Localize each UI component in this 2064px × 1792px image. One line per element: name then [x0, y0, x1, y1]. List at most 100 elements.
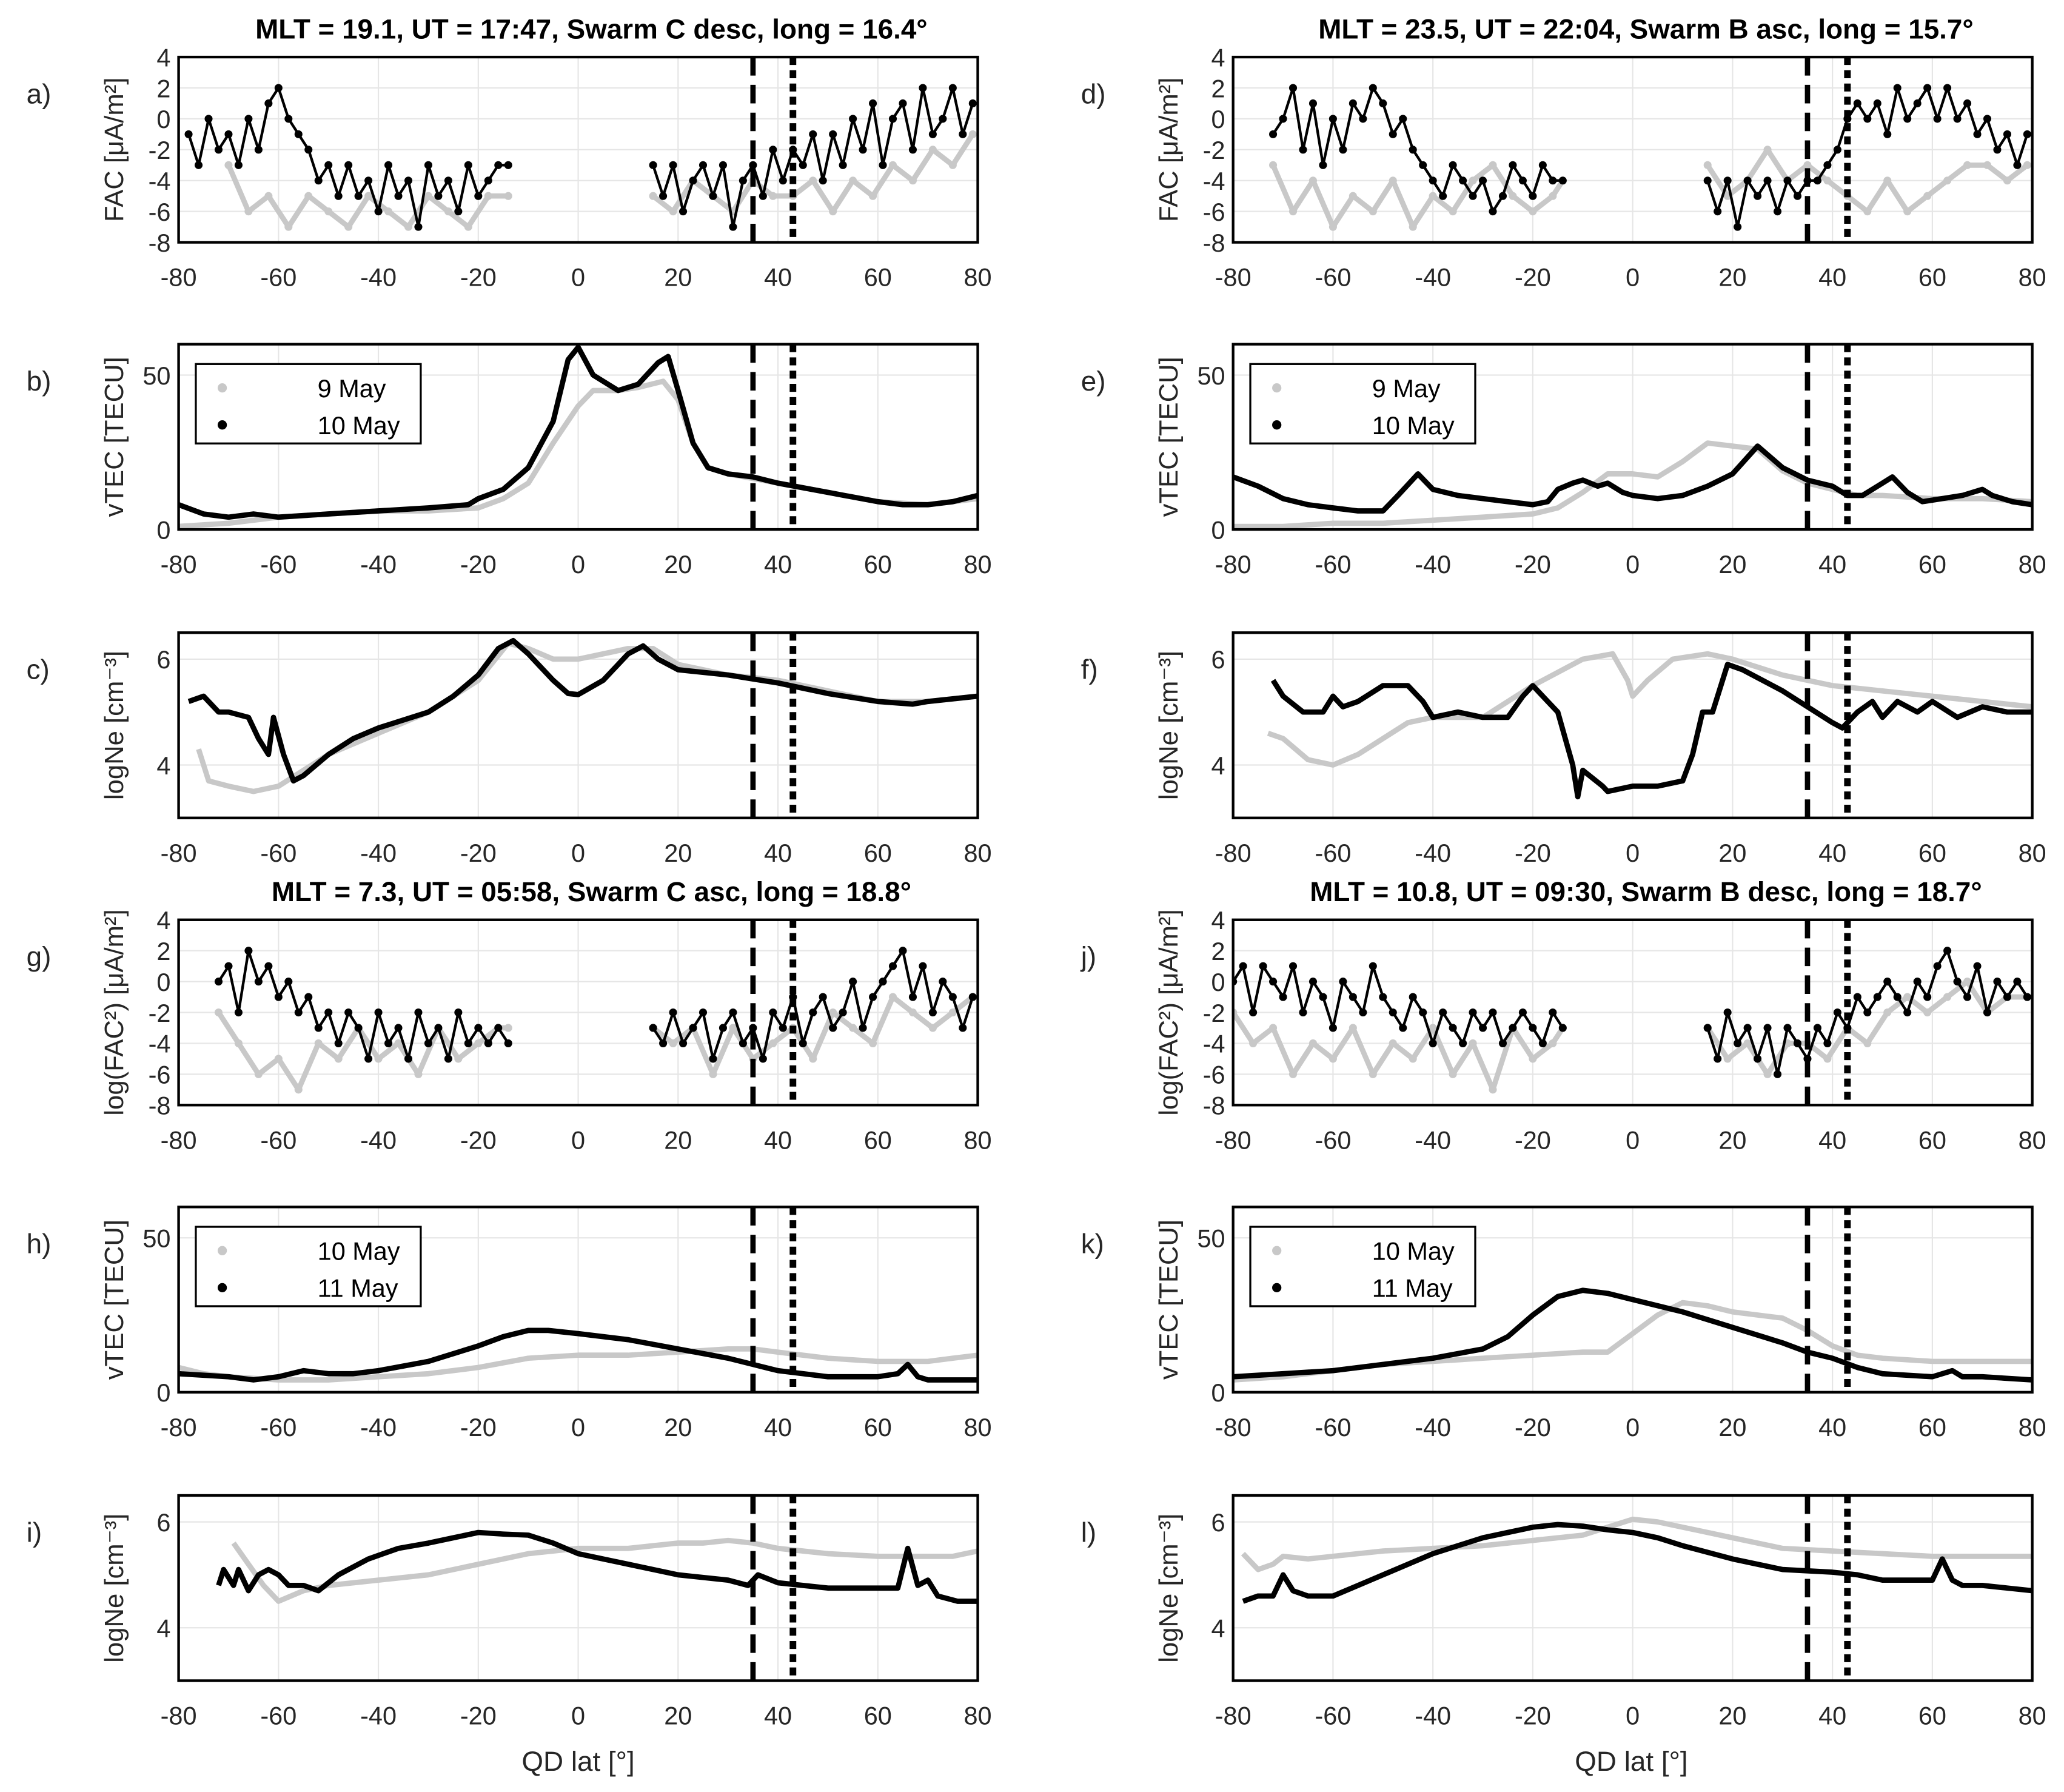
data-point: [1288, 207, 1298, 216]
data-point: [869, 192, 877, 200]
axes-frame: [177, 343, 979, 531]
data-point: [204, 115, 213, 123]
x-tick-label: -20: [1515, 550, 1551, 579]
data-point: [1773, 1070, 1782, 1078]
data-point: [1399, 115, 1407, 123]
y-axis-label: logNe [cm⁻³]: [99, 1514, 129, 1663]
data-point: [274, 993, 283, 1001]
y-tick-label: 2: [1211, 937, 1225, 965]
data-point: [1449, 207, 1457, 216]
data-point: [669, 1039, 677, 1047]
data-point: [1973, 130, 1982, 138]
x-tick-label: -80: [161, 1413, 197, 1441]
data-point: [1349, 1024, 1357, 1032]
y-tick-label: 4: [1211, 906, 1225, 935]
data-point: [1349, 993, 1357, 1001]
y-tick-label: 4: [156, 1614, 170, 1642]
data-point: [414, 1070, 423, 1078]
data-point: [689, 176, 697, 185]
series-line-1: [1242, 1522, 2032, 1604]
data-point: [1409, 223, 1417, 231]
data-point: [424, 192, 432, 200]
data-point: [1923, 1008, 1932, 1017]
x-tick-label: 0: [1626, 263, 1640, 292]
panel-label: j): [1080, 941, 1096, 972]
data-point: [394, 1039, 403, 1047]
y-tick-label: 0: [1211, 968, 1225, 996]
data-point: [1409, 993, 1417, 1001]
data-point: [1923, 993, 1932, 1001]
data-point: [709, 192, 717, 200]
axes-frame: [177, 918, 979, 1107]
panel-label: e): [1081, 366, 1106, 397]
x-tick-label: 20: [664, 1126, 692, 1154]
data-point: [799, 1039, 807, 1047]
data-point: [799, 161, 807, 169]
y-tick-label: 2: [156, 937, 170, 965]
data-point: [1369, 84, 1377, 92]
x-tick-label: -80: [1215, 263, 1251, 292]
data-point: [304, 192, 313, 200]
data-point: [344, 1008, 353, 1017]
data-point: [709, 1055, 717, 1063]
y-tick-label: 50: [1197, 361, 1225, 390]
data-point: [1703, 1024, 1712, 1032]
data-point: [2013, 161, 2022, 169]
data-point: [968, 99, 977, 107]
x-tick-label: 60: [864, 1126, 892, 1154]
data-point: [1883, 130, 1892, 138]
data-point: [1339, 146, 1347, 154]
data-point: [1993, 978, 2002, 986]
data-point: [948, 84, 957, 92]
data-point: [869, 99, 877, 107]
data-point: [294, 1086, 303, 1094]
data-point: [224, 962, 233, 970]
data-point: [284, 115, 293, 123]
series-line-1: [178, 1327, 978, 1383]
legend-marker: [217, 1246, 227, 1255]
data-point: [859, 146, 867, 154]
data-point: [928, 146, 937, 154]
plot-area: [1233, 440, 2032, 529]
y-tick-label: 4: [156, 751, 170, 780]
data-point: [1863, 1008, 1872, 1017]
data-point: [1734, 223, 1742, 231]
data-point: [324, 1008, 333, 1017]
x-tick-label: 80: [2019, 1126, 2046, 1154]
plot-area: [216, 1529, 978, 1604]
y-tick-label: -8: [149, 1092, 171, 1120]
x-tick-label: -20: [460, 1126, 497, 1154]
data-point: [1389, 130, 1397, 138]
x-tick-label: 40: [1818, 1701, 1846, 1730]
x-tick-label: -40: [1415, 1126, 1451, 1154]
data-point: [1369, 1070, 1377, 1078]
data-point: [1743, 1024, 1752, 1032]
data-point: [1833, 146, 1841, 154]
data-point: [1783, 176, 1792, 185]
data-point: [344, 223, 353, 231]
y-tick-label: 4: [156, 906, 170, 935]
x-tick-label: -80: [161, 263, 197, 292]
data-point: [214, 146, 223, 154]
y-tick-label: 0: [1211, 1378, 1225, 1407]
data-point: [1754, 192, 1762, 200]
data-point: [669, 207, 677, 216]
data-point: [334, 192, 343, 200]
x-tick-label: 80: [963, 263, 991, 292]
data-point: [829, 1008, 837, 1017]
data-point: [1308, 99, 1318, 107]
data-point: [1269, 161, 1278, 169]
data-point: [1319, 993, 1327, 1001]
x-tick-label: 60: [864, 1413, 892, 1441]
data-point: [284, 223, 293, 231]
y-axis-label: vTEC [TECU]: [99, 357, 129, 517]
data-point: [769, 1008, 777, 1017]
x-tick-label: 20: [664, 550, 692, 579]
data-point: [1803, 161, 1812, 169]
data-point: [669, 1008, 677, 1017]
data-point: [1963, 993, 1972, 1001]
legend-entry: 9 May: [1372, 374, 1441, 403]
x-tick-label: 20: [664, 839, 692, 867]
x-tick-label: 20: [1718, 1413, 1746, 1441]
data-point: [908, 1008, 917, 1017]
